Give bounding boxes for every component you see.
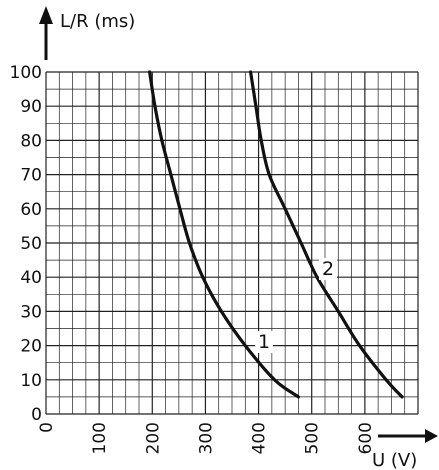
x-tick-label: 600 bbox=[356, 422, 376, 454]
curves: 12 bbox=[148, 70, 404, 399]
y-tick-label: 20 bbox=[20, 337, 42, 357]
y-tick-label: 50 bbox=[20, 234, 42, 254]
series-label-backdrop bbox=[255, 331, 273, 353]
x-tick-label: 500 bbox=[303, 422, 323, 454]
y-tick-label: 100 bbox=[10, 63, 42, 83]
x-axis-arrow-head bbox=[425, 429, 438, 443]
y-tick-label: 60 bbox=[20, 200, 42, 220]
y-tick-label: 10 bbox=[20, 371, 42, 391]
y-tick-label: 90 bbox=[20, 97, 42, 117]
y-axis-label: L/R (ms) bbox=[60, 11, 135, 32]
series-line-1 bbox=[148, 70, 301, 399]
y-tick-label: 30 bbox=[20, 302, 42, 322]
x-tick-label: 300 bbox=[196, 422, 216, 454]
x-tick-label: 0 bbox=[37, 422, 57, 433]
y-tick-label: 80 bbox=[20, 131, 42, 151]
y-tick-labels: 0 10 20 30 40 50 60 70 80 90 100 bbox=[10, 63, 42, 425]
y-tick-label: 70 bbox=[20, 166, 42, 186]
series-line-2 bbox=[249, 70, 404, 399]
x-tick-labels: 0 100 200 300 400 500 600 bbox=[37, 422, 376, 454]
series-label-1: 1 bbox=[258, 331, 270, 353]
grid bbox=[45, 71, 419, 415]
series-label-backdrop bbox=[319, 258, 337, 280]
y-axis-arrow-head bbox=[39, 6, 53, 24]
series-label-2: 2 bbox=[322, 258, 334, 280]
x-tick-label: 100 bbox=[90, 422, 110, 454]
x-tick-label: 400 bbox=[250, 422, 270, 454]
y-tick-label: 40 bbox=[20, 268, 42, 288]
x-tick-label: 200 bbox=[143, 422, 163, 454]
x-axis-label: U (V) bbox=[372, 450, 417, 470]
y-tick-label: 0 bbox=[31, 405, 42, 425]
